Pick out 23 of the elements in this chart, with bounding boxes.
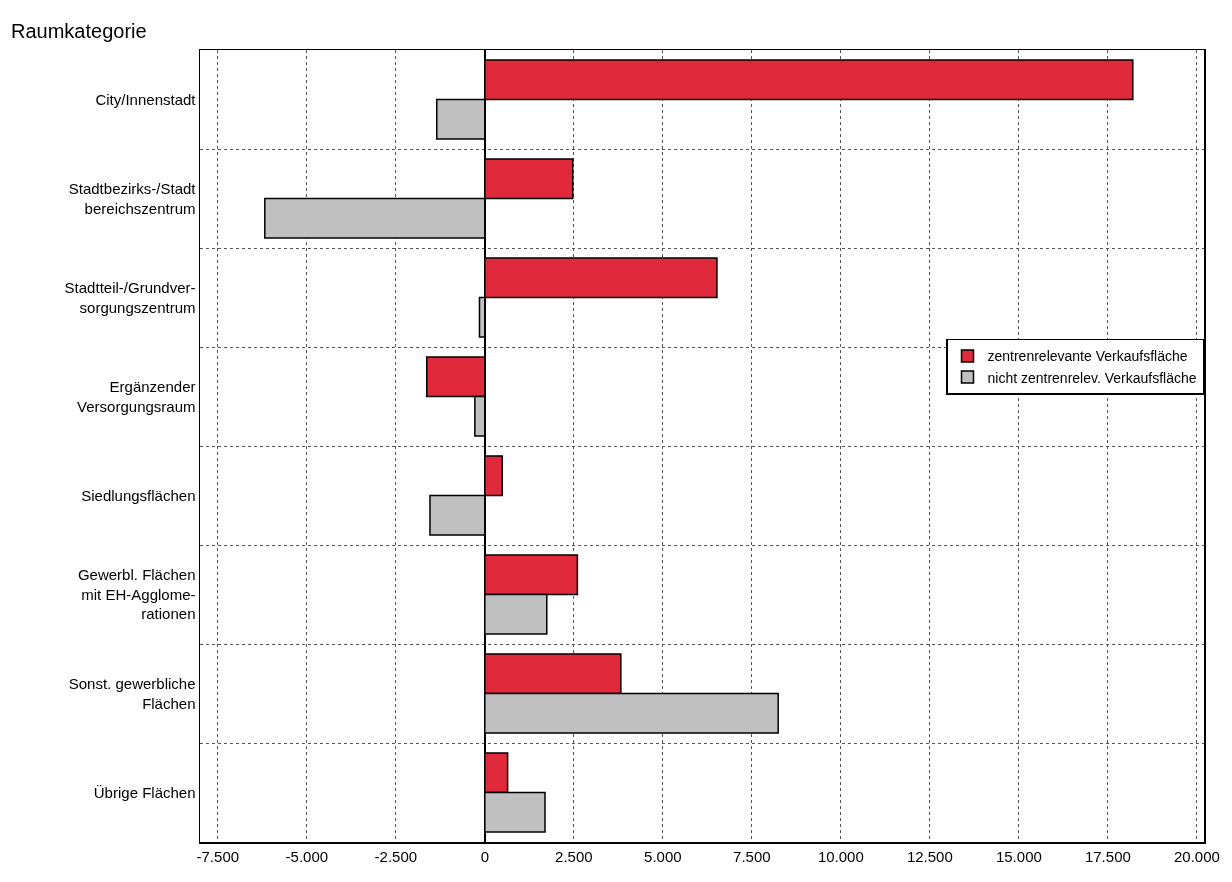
y-tick-label: Stadtbezirks-/Stadt bereichszentrum <box>68 180 197 217</box>
y-tick-label: Gewerbl. Flächen mit EH-Agglome- rationen <box>77 566 196 623</box>
x-tick-label: 15.000 <box>995 847 1042 865</box>
x-tick-label: -2.500 <box>374 847 418 865</box>
x-tick-label: 17.500 <box>1084 847 1131 865</box>
y-tick-label: Stadtteil-/Grundver- sorgungszentrum <box>64 279 196 316</box>
x-tick-label: 10.000 <box>817 847 864 865</box>
y-axis-title: Raumkategorie <box>11 20 147 42</box>
x-tick-label: 0 <box>480 847 489 865</box>
x-tick-label: 7.500 <box>733 847 771 865</box>
x-tick-label: 2.500 <box>555 847 593 865</box>
x-tick-label: 20.000 <box>1173 847 1220 865</box>
legend-label: nicht zentrenrelev. Verkaufsfläche <box>987 369 1197 386</box>
y-tick-label: Sonst. gewerbliche Flächen <box>68 675 196 712</box>
y-tick-label: City/Innenstadt <box>95 90 197 108</box>
x-tick-label: -7.500 <box>196 847 240 865</box>
x-tick-label: -5.000 <box>285 847 329 865</box>
y-tick-label: Übrige Flächen <box>93 783 196 801</box>
x-tick-label: 5.000 <box>644 847 682 865</box>
legend-label: zentrenrelevante Verkaufsfläche <box>987 348 1188 365</box>
y-tick-label: Siedlungsflächen <box>81 486 196 504</box>
y-tick-label: Ergänzender Versorgungsraum <box>77 378 196 415</box>
x-tick-label: 12.500 <box>906 847 953 865</box>
